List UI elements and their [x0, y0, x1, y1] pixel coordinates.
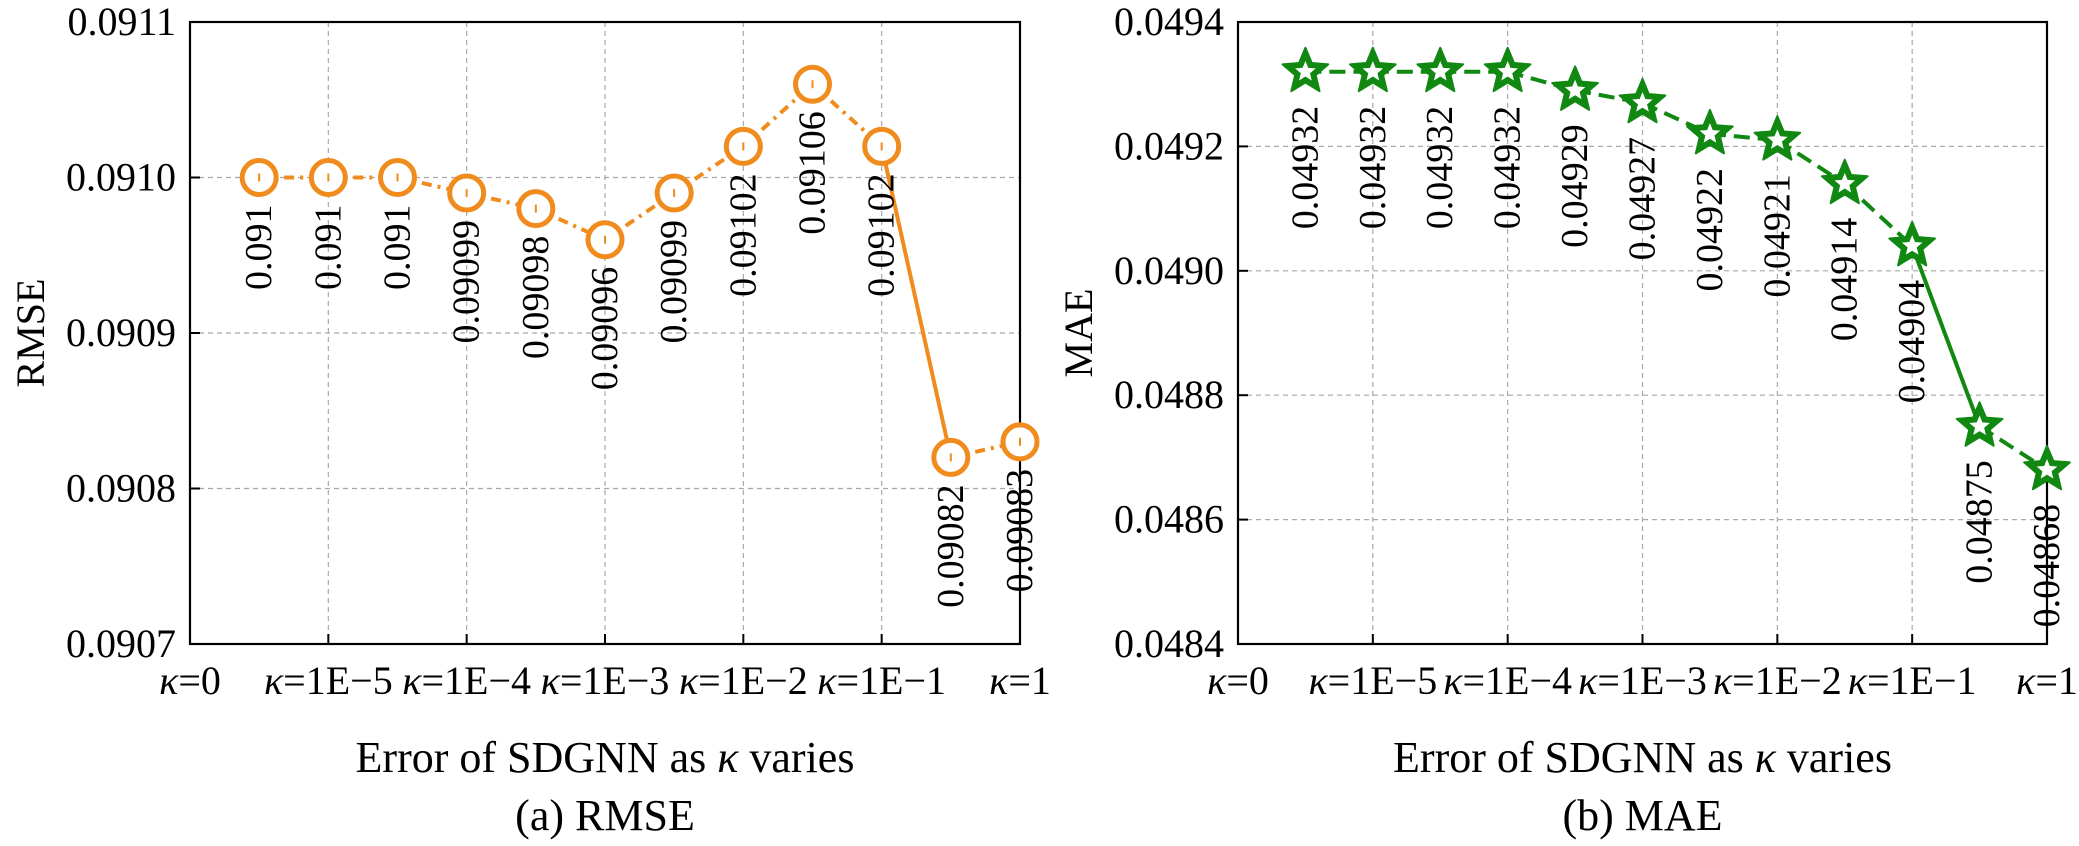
- mae-point-center-mark: [1497, 60, 1518, 81]
- rmse-data-label: 0.09102: [722, 173, 764, 297]
- mae-data-label: 0.04921: [1756, 174, 1798, 298]
- mae-data-label: 0.04932: [1284, 106, 1326, 230]
- rmse-data-label: 0.09099: [446, 220, 488, 344]
- mae-y-tick-label: 0.0486: [1114, 497, 1224, 542]
- mae-x-tick-label: κ=1E−2: [1713, 658, 1842, 703]
- mae-x-tick-label: κ=0: [1207, 658, 1269, 703]
- rmse-data-label: 0.09098: [515, 236, 557, 360]
- mae-x-tick-label: κ=1: [2016, 658, 2078, 703]
- rmse-series-segment: [603, 191, 676, 242]
- mae-point-center-mark: [1699, 123, 1721, 143]
- mae-y-tick-label: 0.0494: [1114, 0, 1224, 44]
- mae-x-axis-title: Error of SDGNN as κ varies: [1393, 733, 1892, 782]
- rmse-data-label: 0.09083: [999, 469, 1041, 592]
- rmse-y-tick-label: 0.0910: [66, 155, 176, 200]
- rmse-data-label: 0.091: [238, 205, 280, 291]
- rmse-x-tick-label: κ=1E−5: [264, 658, 393, 703]
- mae-data-label: 0.04929: [1554, 124, 1596, 248]
- mae-y-axis-label: MAE: [1056, 289, 1101, 378]
- rmse-data-label: 0.09106: [792, 111, 834, 235]
- rmse-x-tick-label: κ=1E−1: [817, 658, 946, 703]
- mae-point-center-mark: [1362, 60, 1384, 81]
- rmse-y-tick-label: 0.0911: [67, 0, 176, 44]
- mae-y-tick-label: 0.0484: [1114, 621, 1224, 666]
- mae-point-center-mark: [1901, 235, 1923, 255]
- rmse-data-label: 0.09082: [930, 484, 972, 607]
- mae-x-tick-label: κ=1E−4: [1443, 658, 1572, 703]
- mae-data-label: 0.04932: [1487, 106, 1529, 230]
- rmse-caption: (a) RMSE: [515, 791, 695, 840]
- mae-y-tick-label: 0.0490: [1114, 248, 1224, 293]
- rmse-data-label: 0.09096: [584, 267, 626, 391]
- rmse-series-segment: [879, 145, 953, 458]
- rmse-data-label: 0.091: [307, 205, 349, 291]
- rmse-y-tick-label: 0.0908: [66, 466, 176, 511]
- mae-panel: 0.0484 0.0486 0.0488 0.0490 0.0492 0.0494 κ=0 κ…: [1056, 0, 2078, 840]
- mae-data-label: 0.04914: [1824, 218, 1866, 342]
- mae-point-center-mark: [1969, 415, 1990, 436]
- rmse-x-tick-label: κ=1E−2: [679, 658, 808, 703]
- mae-data-label: 0.04932: [1352, 106, 1394, 230]
- mae-data-label: 0.04922: [1689, 168, 1731, 292]
- rmse-series-segment: [673, 144, 745, 195]
- mae-x-tick-label: κ=1E−5: [1308, 658, 1437, 703]
- rmse-data-label: 0.09102: [861, 173, 903, 297]
- rmse-y-tick-label: 0.0909: [66, 310, 176, 355]
- mae-y-tick-label: 0.0488: [1114, 372, 1224, 417]
- rmse-x-tick-label: κ=1E−3: [541, 658, 670, 703]
- mae-series-segment: [1910, 245, 1982, 428]
- mae-data-label: 0.04904: [1891, 280, 1933, 404]
- mae-data-label: 0.04868: [2026, 504, 2068, 627]
- mae-x-tick-label: κ=1E−1: [1848, 658, 1977, 703]
- mae-point-center-mark: [1834, 172, 1856, 193]
- mae-point-center-mark: [1564, 79, 1586, 100]
- rmse-y-tick-label: 0.0907: [66, 621, 176, 666]
- mae-y-tick-label: 0.0492: [1114, 123, 1224, 168]
- rmse-y-axis-label: RMSE: [8, 279, 53, 388]
- rmse-x-tick-label: κ=1E−4: [402, 658, 531, 703]
- rmse-x-axis-title: Error of SDGNN as κ varies: [356, 733, 855, 782]
- rmse-data-label: 0.091: [377, 205, 419, 291]
- mae-data-label: 0.04875: [1959, 460, 2001, 584]
- mae-point-center-mark: [1767, 129, 1788, 149]
- mae-point-center-mark: [1295, 60, 1316, 81]
- mae-point-center-mark: [1632, 92, 1653, 112]
- mae-x-tick-label: κ=1E−3: [1578, 658, 1707, 703]
- rmse-data-label: 0.09099: [653, 220, 695, 343]
- mae-data-label: 0.04927: [1622, 137, 1664, 260]
- mae-caption: (b) MAE: [1562, 791, 1722, 840]
- rmse-x-tick-label: κ=1: [989, 658, 1051, 703]
- mae-point-center-mark: [2036, 459, 2058, 479]
- rmse-x-tick-label: κ=0: [159, 658, 221, 703]
- mae-data-label: 0.04932: [1419, 106, 1461, 230]
- mae-point-center-mark: [1429, 60, 1451, 81]
